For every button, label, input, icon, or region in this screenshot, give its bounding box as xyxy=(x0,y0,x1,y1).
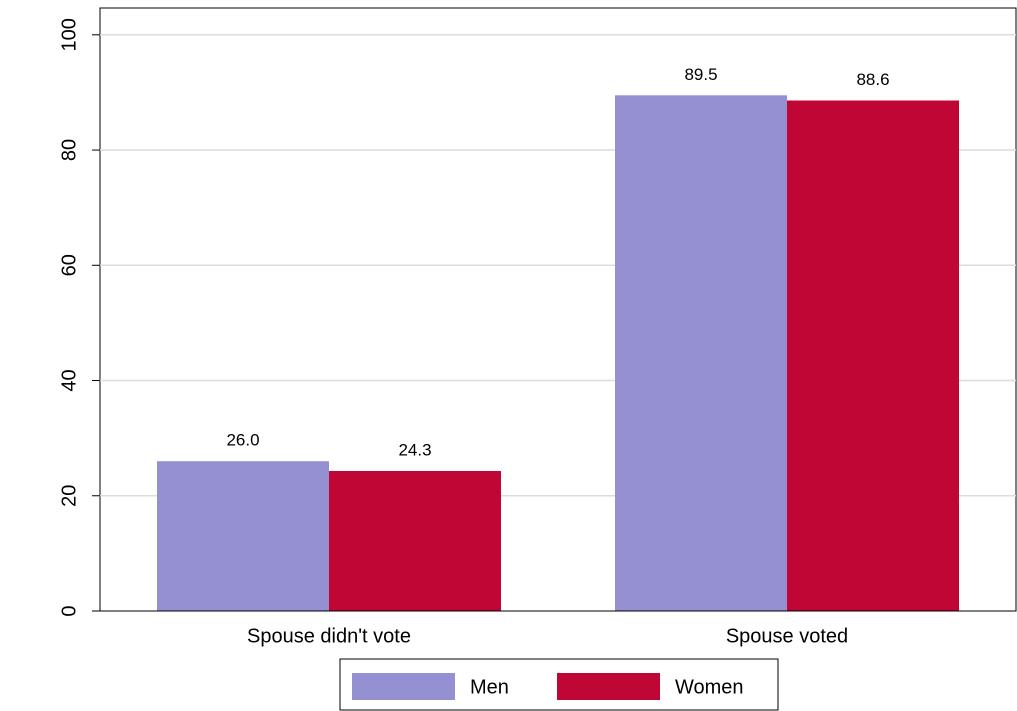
y-tick-label: 0 xyxy=(58,605,80,616)
x-tick-label: Spouse didn't vote xyxy=(247,625,411,647)
legend-label: Women xyxy=(675,676,744,698)
value-label: 26.0 xyxy=(226,431,259,450)
legend-swatch xyxy=(352,673,455,700)
y-tick-label: 80 xyxy=(58,139,80,161)
y-tick-label: 40 xyxy=(58,369,80,391)
bar xyxy=(329,470,501,611)
x-tick-label: Spouse voted xyxy=(726,625,848,647)
y-tick-label: 20 xyxy=(58,485,80,507)
legend-swatch xyxy=(557,673,660,700)
legend-label: Men xyxy=(470,676,509,698)
bar xyxy=(157,461,329,611)
value-label: 89.5 xyxy=(684,65,717,84)
y-tick-label: 60 xyxy=(58,254,80,276)
value-label: 24.3 xyxy=(398,440,431,459)
y-tick-label: 100 xyxy=(58,18,80,51)
bar xyxy=(787,100,959,611)
value-label: 88.6 xyxy=(856,70,889,89)
bar xyxy=(615,95,787,612)
